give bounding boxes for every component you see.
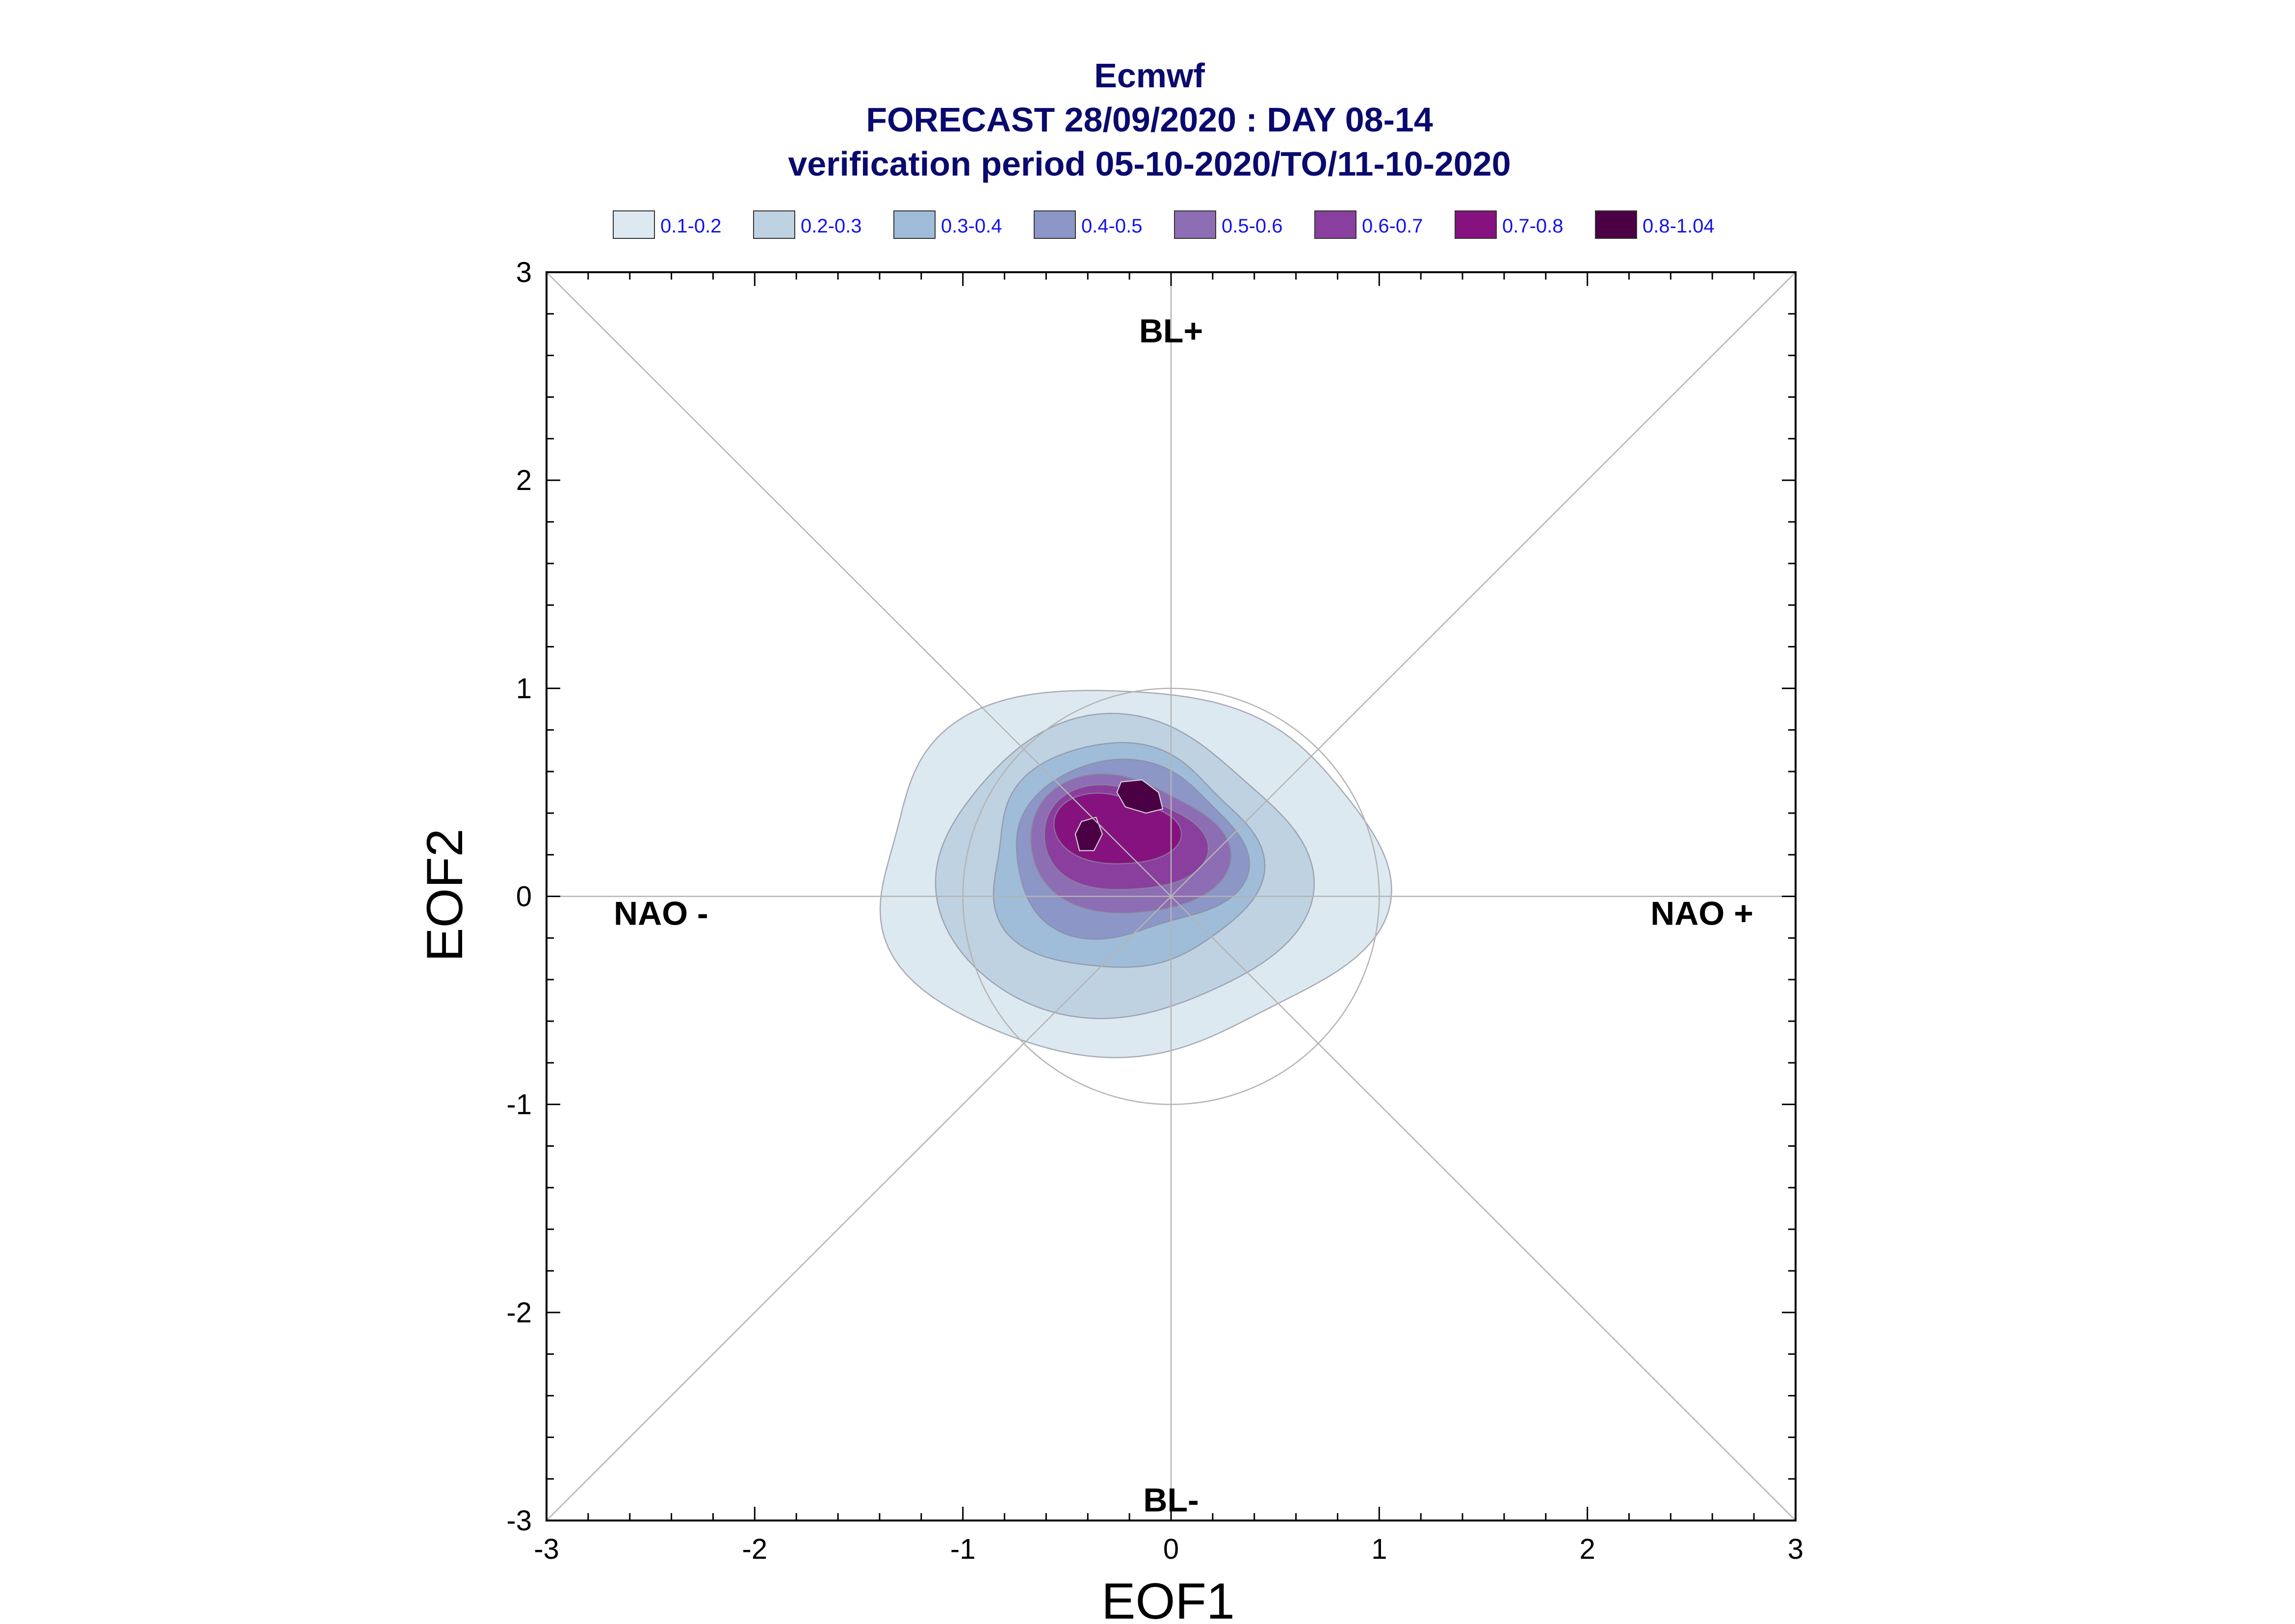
- legend-swatch: [1455, 210, 1497, 239]
- y-tick-label: -2: [506, 1297, 532, 1329]
- regime-label: BL-: [1143, 1482, 1199, 1519]
- x-axis-title: EOF1: [1101, 1573, 1235, 1624]
- legend-swatch: [1174, 210, 1216, 239]
- title-line-3: verification period 05-10-2020/TO/11-10-…: [788, 145, 1511, 183]
- legend-swatch: [753, 210, 795, 239]
- legend-swatch: [1595, 210, 1637, 239]
- x-tick-label: -1: [950, 1533, 976, 1565]
- axis-ticks: -3 -2 -1 0 1 2 3 -3 -2 -1 0 1 2 3: [506, 257, 1803, 1565]
- y-tick-label: -1: [506, 1089, 532, 1121]
- regime-labels: BL+ BL- NAO - NAO +: [614, 312, 1753, 1519]
- chart-title: Ecmwf FORECAST 28/09/2020 : DAY 08-14 ve…: [788, 56, 1511, 183]
- legend-label: 0.8-1.04: [1643, 215, 1715, 237]
- legend-swatch: [613, 210, 655, 239]
- legend-label: 0.2-0.3: [801, 215, 862, 237]
- legend-swatch: [1034, 210, 1076, 239]
- density-peak: [1074, 817, 1103, 851]
- legend-swatch: [1314, 210, 1356, 239]
- title-line-2: FORECAST 28/09/2020 : DAY 08-14: [866, 101, 1433, 139]
- legend-label: 0.4-0.5: [1081, 215, 1143, 237]
- x-tick-label: -3: [534, 1533, 559, 1565]
- unit-circle: [962, 688, 1380, 1105]
- y-tick-label: -3: [506, 1505, 532, 1537]
- legend-label: 0.7-0.8: [1502, 215, 1564, 237]
- legend-label: 0.5-0.6: [1222, 215, 1283, 237]
- x-tick-label: 0: [1163, 1533, 1179, 1565]
- y-tick-label: 0: [516, 881, 532, 913]
- legend-label: 0.3-0.4: [941, 215, 1002, 237]
- y-axis-title: EOF2: [417, 828, 473, 962]
- y-tick-label: 1: [516, 672, 532, 704]
- x-tick-label: -2: [742, 1533, 768, 1565]
- y-tick-label: 3: [516, 257, 532, 288]
- title-line-1: Ecmwf: [1094, 56, 1205, 95]
- y-tick-label: 2: [516, 464, 532, 496]
- x-tick-label: 1: [1371, 1533, 1387, 1565]
- x-tick-label: 3: [1788, 1533, 1803, 1565]
- legend-swatch: [893, 210, 936, 239]
- regime-label: BL+: [1139, 312, 1203, 350]
- regime-label: NAO +: [1650, 895, 1753, 932]
- reference-lines: [546, 272, 1796, 1521]
- regime-label: NAO -: [614, 895, 708, 932]
- legend-label: 0.1-0.2: [660, 215, 722, 237]
- legend-label: 0.6-0.7: [1362, 215, 1423, 237]
- density-peak: [1116, 779, 1163, 814]
- x-tick-label: 2: [1580, 1533, 1595, 1565]
- legend: 0.1-0.2 0.2-0.3 0.3-0.4 0.4-0.5 0.5-0.6 0.6-0…: [613, 210, 1715, 239]
